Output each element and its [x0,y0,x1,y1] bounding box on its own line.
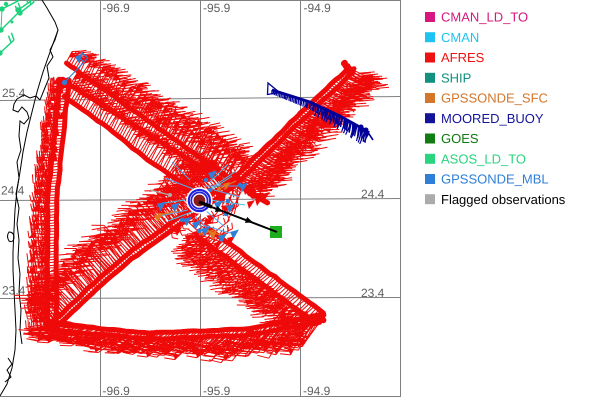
svg-text:Flagged observations: Flagged observations [441,192,566,207]
svg-text:-96.9: -96.9 [103,384,131,398]
svg-text:SHIP: SHIP [441,70,471,85]
svg-text:-95.9: -95.9 [203,1,231,15]
svg-text:GPSSONDE_SFC: GPSSONDE_SFC [441,91,548,106]
svg-text:CMAN_LD_TO: CMAN_LD_TO [441,10,528,25]
svg-text:23.4: 23.4 [361,286,385,300]
svg-text:ASOS_LD_TO: ASOS_LD_TO [441,151,526,166]
svg-text:24.4: 24.4 [361,187,385,201]
svg-text:GOES: GOES [441,131,479,146]
svg-text:GPSSONDE_MBL: GPSSONDE_MBL [441,172,549,187]
svg-text:25.4: 25.4 [2,86,26,100]
svg-text:24.4: 24.4 [1,184,25,198]
svg-text:-94.9: -94.9 [304,1,332,15]
svg-text:CMAN: CMAN [441,30,479,45]
svg-text:-96.9: -96.9 [103,1,131,15]
svg-text:MOORED_BUOY: MOORED_BUOY [441,111,544,126]
svg-text:-95.9: -95.9 [203,384,231,398]
svg-text:-94.9: -94.9 [303,384,331,398]
svg-text:AFRES: AFRES [441,50,485,65]
